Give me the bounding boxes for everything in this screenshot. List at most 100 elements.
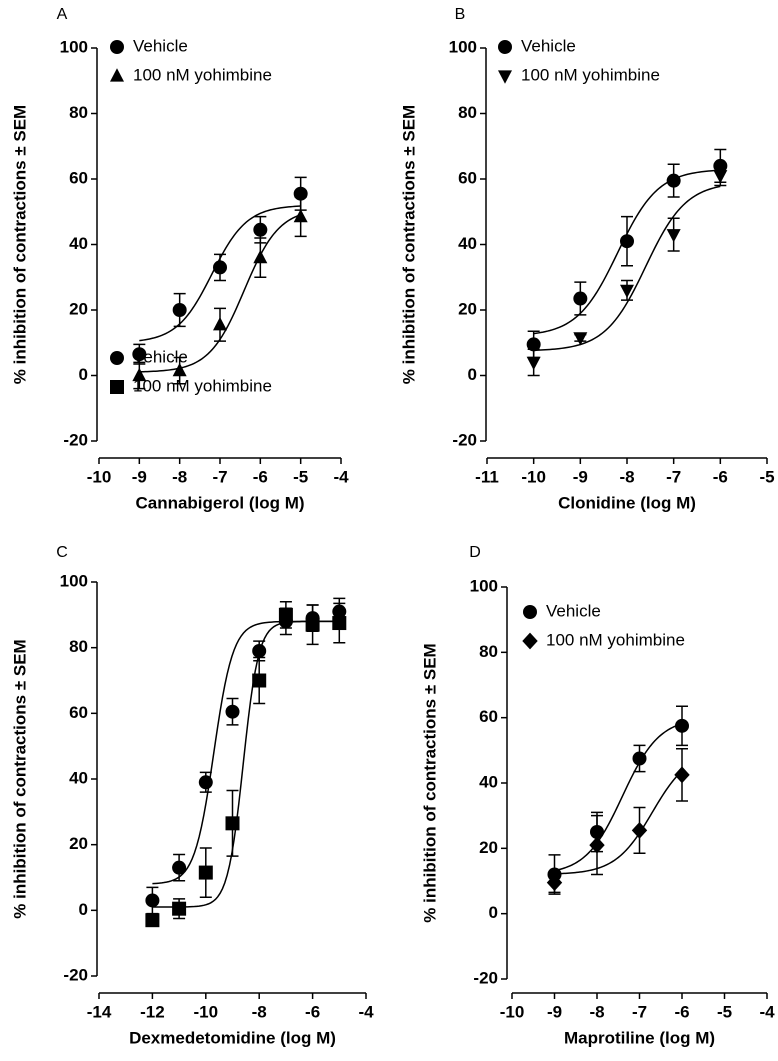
- legend-marker: [110, 40, 124, 54]
- x-tick-label: -4: [333, 467, 349, 486]
- marker: [305, 617, 320, 632]
- marker: [573, 291, 588, 306]
- y-axis-title: % inhibition of contractions ± SEM: [399, 105, 418, 384]
- marker: [145, 893, 160, 908]
- marker: [526, 337, 541, 352]
- x-tick-label: -10: [521, 467, 546, 486]
- y-tick-label: 20: [69, 834, 88, 853]
- panel-label: C: [56, 544, 68, 561]
- panel-label: B: [455, 6, 466, 23]
- y-tick-label: 100: [449, 37, 477, 56]
- y-tick-label: 20: [479, 838, 498, 857]
- x-tick-label: -8: [172, 467, 187, 486]
- marker: [253, 222, 268, 237]
- marker: [631, 821, 648, 839]
- legend-marker: [110, 351, 124, 365]
- legend-label: Vehicle: [133, 347, 188, 366]
- marker: [172, 362, 187, 377]
- x-axis-title: Cannabigerol (log M): [135, 493, 304, 512]
- marker: [198, 865, 213, 880]
- y-tick-label: 0: [468, 365, 477, 384]
- y-tick-label: 20: [69, 299, 88, 318]
- x-axis-title: Clonidine (log M): [558, 493, 696, 512]
- y-tick-label: 60: [479, 707, 498, 726]
- y-tick-label: 60: [69, 703, 88, 722]
- marker: [278, 607, 293, 622]
- y-axis-title: % inhibition of contractions ± SEM: [10, 105, 29, 384]
- marker: [589, 836, 605, 854]
- legend-marker: [498, 40, 512, 54]
- legend-marker: [522, 632, 538, 650]
- marker: [253, 249, 268, 264]
- x-tick-label: -8: [252, 1002, 267, 1021]
- marker: [666, 229, 681, 243]
- x-axis-title: Maprotiline (log M): [564, 1028, 715, 1047]
- legend-label: Vehicle: [521, 36, 576, 55]
- y-axis-title: % inhibition of contractions ± SEM: [10, 639, 29, 918]
- marker: [225, 704, 240, 719]
- marker: [713, 170, 728, 184]
- x-tick-label: -6: [305, 1002, 320, 1021]
- marker: [620, 284, 634, 299]
- x-tick-label: -9: [573, 467, 588, 486]
- marker: [172, 901, 187, 916]
- x-tick-label: -8: [589, 1002, 604, 1021]
- y-tick-label: 60: [458, 168, 477, 187]
- y-tick-label: 100: [60, 37, 88, 56]
- marker: [674, 766, 690, 784]
- marker: [675, 718, 689, 733]
- marker: [225, 816, 240, 831]
- marker: [293, 208, 308, 223]
- y-tick-label: -20: [63, 430, 88, 449]
- x-tick-label: -14: [87, 1002, 112, 1021]
- marker: [620, 234, 634, 249]
- legend-label: 100 nM yohimbine: [133, 65, 272, 84]
- y-tick-label: 100: [60, 571, 88, 590]
- marker: [332, 616, 347, 631]
- y-tick-label: 80: [69, 637, 88, 656]
- x-tick-label: -9: [547, 1002, 562, 1021]
- y-tick-label: 40: [69, 234, 88, 253]
- x-tick-label: -8: [619, 467, 634, 486]
- marker: [145, 913, 160, 928]
- y-tick-label: -20: [63, 965, 88, 984]
- marker: [526, 356, 541, 371]
- y-tick-label: 80: [69, 103, 88, 122]
- y-axis-title: % inhibition of contractions ± SEM: [420, 643, 439, 922]
- legend-label: 100 nM yohimbine: [546, 630, 685, 649]
- x-tick-label: -7: [666, 467, 681, 486]
- legend-label: 100 nM yohimbine: [133, 376, 272, 395]
- y-tick-label: 0: [489, 903, 498, 922]
- y-tick-label: 80: [479, 642, 498, 661]
- x-tick-label: -10: [194, 1002, 219, 1021]
- y-tick-label: 20: [458, 299, 477, 318]
- marker: [666, 173, 681, 188]
- x-axis-title: Dexmedetomidine (log M): [129, 1028, 336, 1047]
- x-tick-label: -5: [717, 1002, 732, 1021]
- x-tick-label: -5: [293, 467, 308, 486]
- marker: [573, 332, 588, 346]
- legend-label: Vehicle: [133, 36, 188, 55]
- y-tick-label: -20: [473, 968, 498, 987]
- marker: [213, 260, 227, 275]
- y-tick-label: -20: [452, 430, 477, 449]
- y-tick-label: 100: [470, 576, 498, 595]
- y-tick-label: 0: [79, 900, 88, 919]
- fit-curve: [554, 722, 683, 872]
- x-tick-label: -10: [87, 467, 112, 486]
- x-tick-label: -5: [759, 467, 774, 486]
- x-tick-label: -7: [212, 467, 227, 486]
- x-tick-label: -4: [759, 1002, 775, 1021]
- panel-label: A: [57, 6, 68, 23]
- marker: [172, 860, 187, 875]
- x-tick-label: -9: [132, 467, 147, 486]
- legend-label: 100 nM yohimbine: [521, 65, 660, 84]
- legend-marker: [498, 70, 512, 84]
- y-tick-label: 40: [458, 234, 477, 253]
- panel-label: D: [469, 544, 481, 561]
- marker: [172, 303, 187, 317]
- y-tick-label: 60: [69, 168, 88, 187]
- marker: [252, 673, 267, 688]
- marker: [132, 367, 147, 382]
